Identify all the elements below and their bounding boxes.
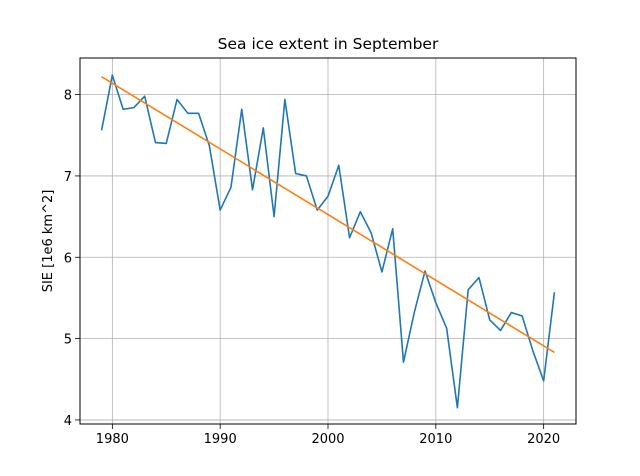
trend-line [101,76,555,354]
plot-lines [100,74,556,409]
x-tick-label: 1990 [204,432,237,447]
y-axis-label: SIE [1e6 km^2] [41,190,56,293]
y-tick-label: 4 [64,414,72,429]
x-tick-label: 2020 [527,432,560,447]
sie-series-line [100,74,556,409]
y-tick-label: 8 [64,89,72,104]
x-tick-label: 1980 [96,432,129,447]
y-tick-label: 5 [64,333,72,348]
y-tick-label: 6 [64,251,72,266]
chart-title: Sea ice extent in September [218,35,439,53]
axis-ticks: 1980 1990 2000 2010 2020 4 5 6 7 8 [64,89,560,447]
y-tick-label: 7 [64,170,72,185]
x-tick-label: 2000 [311,432,344,447]
x-tick-label: 2010 [419,432,452,447]
grid-lines [80,58,576,424]
